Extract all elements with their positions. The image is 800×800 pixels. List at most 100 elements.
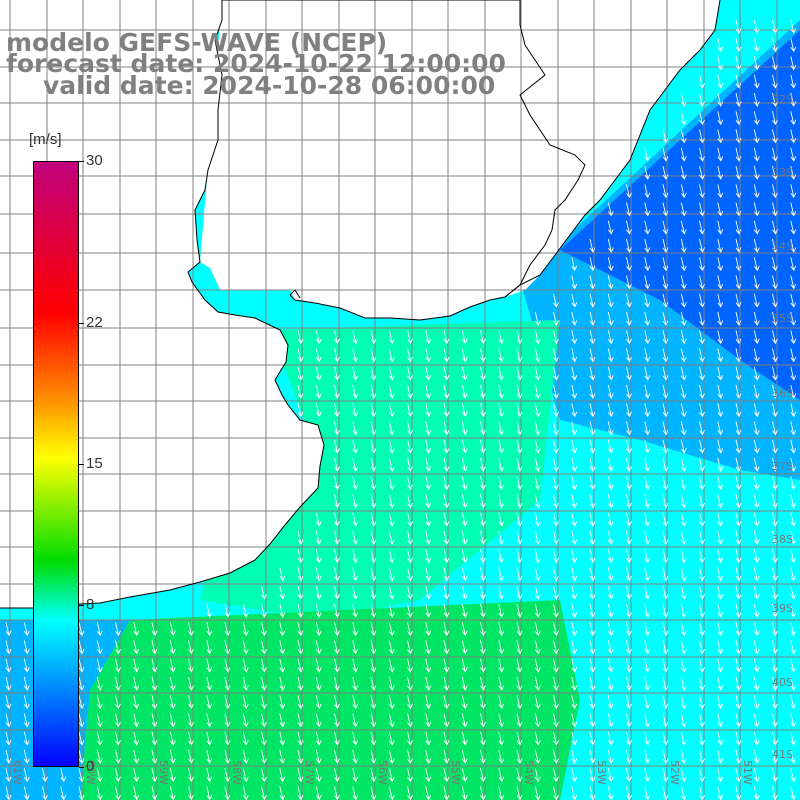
wind-arrow <box>297 403 304 418</box>
wind-arrow <box>680 603 687 618</box>
wind-arrow <box>680 530 687 545</box>
wind-arrow <box>315 567 322 582</box>
wind-arrow <box>188 658 194 673</box>
wind-arrow <box>279 768 286 783</box>
wind-arrow <box>352 713 359 728</box>
wind-arrow <box>334 603 340 618</box>
wind-arrow <box>188 640 194 655</box>
wind-arrow <box>279 585 286 600</box>
wind-arrow <box>680 695 687 710</box>
wind-arrow <box>352 603 359 618</box>
wind-arrow <box>717 403 724 418</box>
wind-arrow <box>334 749 340 764</box>
wind-arrow <box>352 768 359 783</box>
colorbar-tick-mark <box>79 161 84 162</box>
wind-arrow <box>407 530 413 545</box>
wind-arrow <box>443 366 450 381</box>
wind-arrow <box>315 731 322 746</box>
wind-arrow <box>680 403 687 418</box>
wind-arrow <box>790 330 797 345</box>
lat-label: 32S <box>772 93 793 106</box>
wind-arrow <box>279 695 286 710</box>
wind-arrow <box>352 749 359 764</box>
wind-arrow <box>790 457 797 472</box>
wind-arrow <box>662 202 669 217</box>
wind-arrow <box>443 567 450 582</box>
wind-arrow <box>169 749 176 764</box>
wind-arrow <box>607 403 614 418</box>
wind-arrow <box>790 238 797 253</box>
wind-arrow <box>534 622 541 637</box>
wind-arrow <box>772 530 778 545</box>
wind-arrow <box>480 421 486 436</box>
wind-arrow <box>607 603 614 618</box>
wind-arrow <box>224 731 231 746</box>
wind-arrow <box>772 749 778 764</box>
wind-arrow <box>772 238 778 253</box>
wind-arrow <box>206 622 213 637</box>
colorbar-tick-label: 15 <box>86 455 103 472</box>
wind-arrow <box>626 567 632 582</box>
wind-arrow <box>589 512 596 527</box>
wind-arrow <box>553 585 559 600</box>
wind-arrow <box>78 713 85 728</box>
wind-arrow <box>571 567 578 582</box>
wind-arrow <box>699 476 705 491</box>
lon-label: 60W <box>84 760 97 785</box>
wind-arrow <box>589 713 596 728</box>
wind-arrow <box>315 603 322 618</box>
wind-arrow <box>425 676 432 691</box>
wind-arrow <box>352 330 359 345</box>
wind-arrow <box>607 330 614 345</box>
wind-arrow <box>388 640 395 655</box>
wind-arrow <box>680 92 687 107</box>
wind-arrow <box>571 731 578 746</box>
wind-arrow <box>790 530 797 545</box>
wind-arrow <box>626 549 632 564</box>
wind-arrow <box>626 640 632 655</box>
wind-arrow <box>699 622 705 637</box>
wind-arrow <box>790 202 797 217</box>
wind-arrow <box>388 676 395 691</box>
wind-arrow <box>626 731 632 746</box>
wind-arrow <box>407 585 413 600</box>
wind-arrow <box>699 640 705 655</box>
wind-arrow <box>735 19 742 34</box>
wind-arrow <box>626 293 632 308</box>
wind-arrow <box>772 658 778 673</box>
wind-arrow <box>498 512 505 527</box>
wind-arrow <box>772 731 778 746</box>
wind-arrow <box>662 749 669 764</box>
wind-arrow <box>753 165 760 180</box>
wind-arrow <box>388 476 395 491</box>
wind-arrow <box>753 147 760 162</box>
wind-arrow <box>297 384 304 399</box>
wind-arrow <box>133 676 140 691</box>
wind-arrow <box>735 74 742 89</box>
wind-arrow <box>753 311 760 326</box>
wind-arrow <box>644 603 651 618</box>
wind-arrow <box>662 384 669 399</box>
wind-arrow <box>370 530 377 545</box>
wind-arrow <box>224 603 231 618</box>
model-title: modelo GEFS-WAVE (NCEP) <box>6 28 388 57</box>
wind-arrow <box>626 202 632 217</box>
wind-arrow <box>772 549 778 564</box>
wind-arrow <box>425 567 432 582</box>
wind-arrow <box>498 366 505 381</box>
wind-arrow <box>662 330 669 345</box>
wind-arrow <box>169 676 176 691</box>
wind-arrow <box>753 92 760 107</box>
wind-arrow <box>790 585 797 600</box>
wind-arrow <box>772 676 778 691</box>
wind-arrow <box>753 111 760 126</box>
wind-arrow <box>753 695 760 710</box>
wind-arrow <box>790 567 797 582</box>
wind-arrow <box>461 676 468 691</box>
wind-arrow <box>571 421 578 436</box>
wind-arrow <box>133 658 140 673</box>
wind-arrow <box>297 676 304 691</box>
wind-arrow <box>607 676 614 691</box>
wind-arrow <box>589 658 596 673</box>
